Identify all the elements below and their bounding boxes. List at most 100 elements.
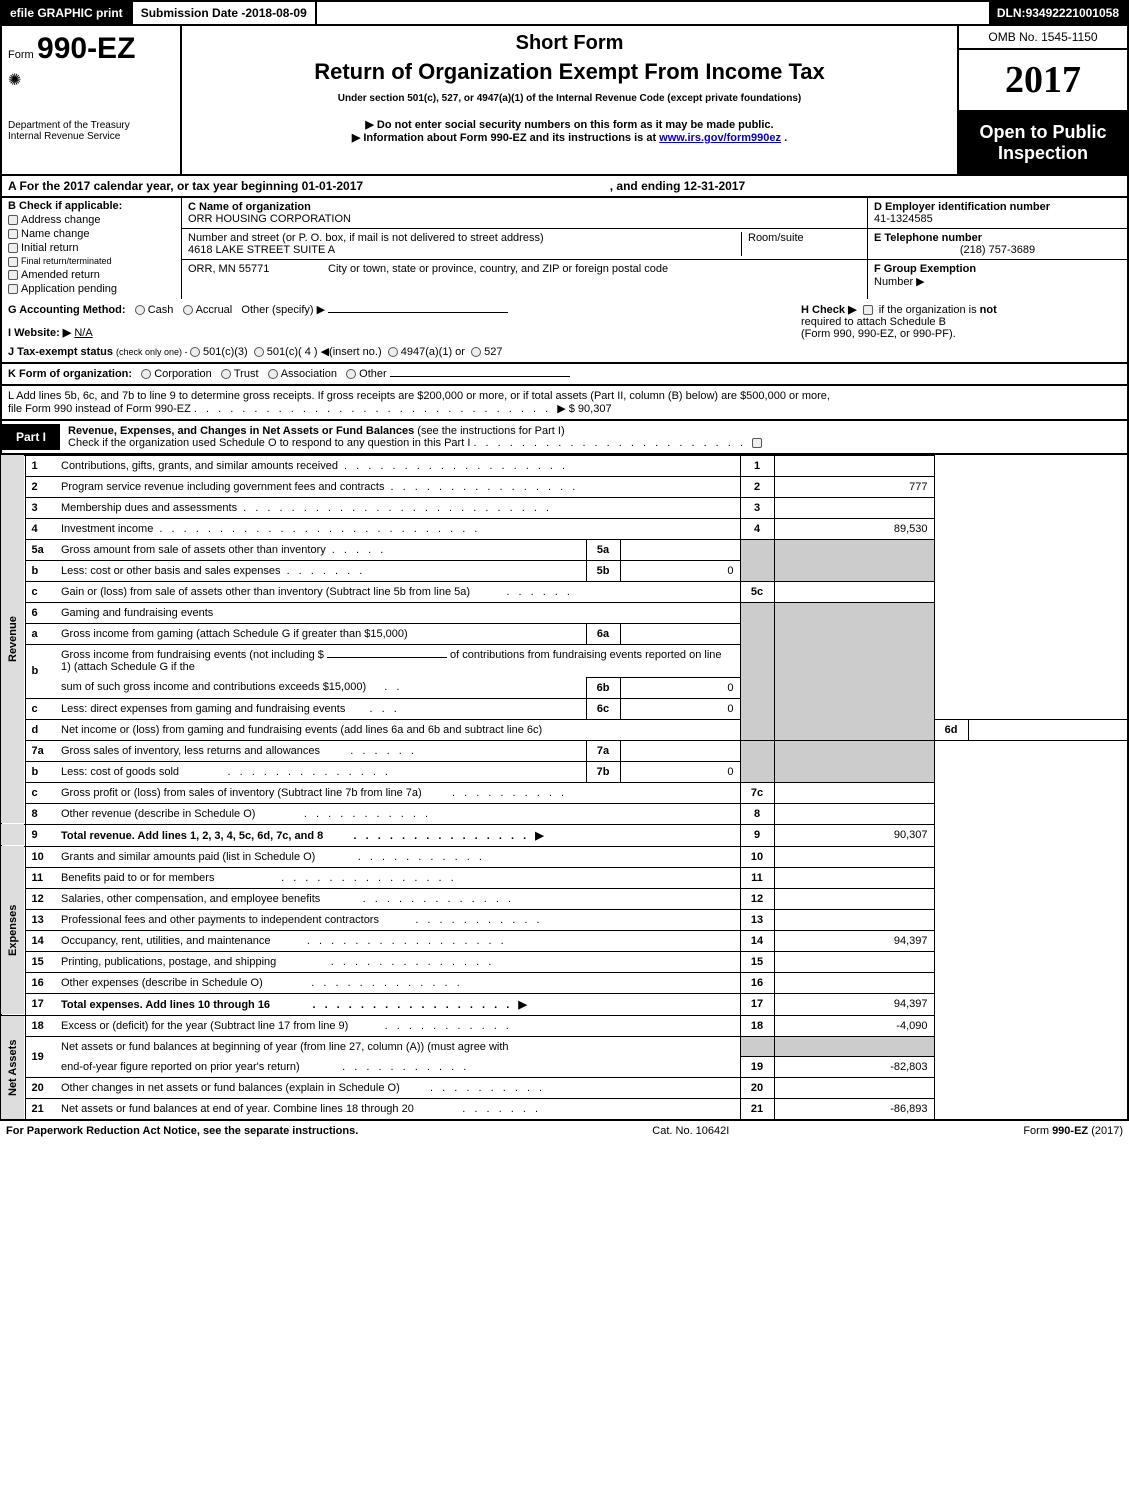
line-21: 21 Net assets or fund balances at end of… xyxy=(1,1099,1128,1121)
radio-4947[interactable] xyxy=(388,347,398,357)
k-assoc: Association xyxy=(281,368,337,380)
ln-4-desc: Investment income xyxy=(61,523,153,535)
part1-check-line: Check if the organization used Schedule … xyxy=(68,437,470,449)
ln-7b-sv: 0 xyxy=(620,761,740,782)
open-line1: Open to Public xyxy=(963,122,1123,143)
ln-7c-num: c xyxy=(25,782,55,803)
check-initial-return[interactable]: Initial return xyxy=(8,242,175,254)
box-b: B Check if applicable: Address change Na… xyxy=(2,198,182,299)
form-header: Form 990-EZ ✺ Department of the Treasury… xyxy=(0,26,1129,176)
ln-6d-col: 6d xyxy=(934,719,968,740)
line-9: 9 Total revenue. Add lines 1, 2, 3, 4, 5… xyxy=(1,824,1128,846)
h-text3: (Form 990, 990-EZ, or 990-PF). xyxy=(801,328,956,340)
part1-header: Part I Revenue, Expenses, and Changes in… xyxy=(0,421,1129,455)
ln-9-num: 9 xyxy=(25,824,55,846)
ln-5c-col: 5c xyxy=(740,581,774,602)
check-application-pending-label: Application pending xyxy=(21,283,117,295)
line-a-mid: , and ending xyxy=(610,179,684,193)
ln-10-num: 10 xyxy=(25,846,55,867)
header-left: Form 990-EZ ✺ Department of the Treasury… xyxy=(2,26,182,174)
ln-15-desc: Printing, publications, postage, and shi… xyxy=(61,956,276,968)
check-final-return[interactable]: Final return/terminated xyxy=(8,256,175,267)
ln-7c-col: 7c xyxy=(740,782,774,803)
ln-2-col: 2 xyxy=(740,476,774,497)
ln-6a-num: a xyxy=(25,623,55,644)
ln-6b-input[interactable] xyxy=(327,657,447,658)
radio-501c3[interactable] xyxy=(190,347,200,357)
dln-value: 93492221001058 xyxy=(1026,6,1119,20)
efile-print-button[interactable]: efile GRAPHIC print xyxy=(2,2,133,24)
box-c-label: C Name of organization xyxy=(188,201,311,213)
ln-5a-sv xyxy=(620,539,740,560)
line-7b: b Less: cost of goods sold . . . . . . .… xyxy=(1,761,1128,782)
website-value: N/A xyxy=(74,327,92,339)
h-text2: required to attach Schedule B xyxy=(801,316,946,328)
ln-6c-sub: 6c xyxy=(586,698,620,719)
ln-19-amt: -82,803 xyxy=(774,1057,934,1078)
part1-dots: . . . . . . . . . . . . . . . . . . . . … xyxy=(473,437,752,449)
ln-20-amt xyxy=(774,1078,934,1099)
check-name-change[interactable]: Name change xyxy=(8,228,175,240)
ln-7b-num: b xyxy=(25,761,55,782)
radio-527[interactable] xyxy=(471,347,481,357)
check-address-change[interactable]: Address change xyxy=(8,214,175,226)
check-application-pending[interactable]: Application pending xyxy=(8,283,175,295)
part1-label: Part I xyxy=(2,424,60,450)
ln-13-col: 13 xyxy=(740,909,774,930)
side-revenue: Revenue xyxy=(1,455,25,824)
line-17: 17 Total expenses. Add lines 10 through … xyxy=(1,993,1128,1015)
ln-8-col: 8 xyxy=(740,803,774,824)
ln-10-amt xyxy=(774,846,934,867)
ln-19-desc1: Net assets or fund balances at beginning… xyxy=(61,1041,509,1053)
ln-6a-sv xyxy=(620,623,740,644)
ln-10-desc: Grants and similar amounts paid (list in… xyxy=(61,851,315,863)
omb-number: OMB No. 1545-1150 xyxy=(959,26,1127,50)
street-label: Number and street (or P. O. box, if mail… xyxy=(188,232,544,244)
ln-18-amt: -4,090 xyxy=(774,1015,934,1036)
box-b-label: B Check if applicable: xyxy=(8,200,122,212)
footer-cat: Cat. No. 10642I xyxy=(358,1125,1023,1137)
radio-corp[interactable] xyxy=(141,369,151,379)
ln-19-desc2: end-of-year figure reported on prior yea… xyxy=(61,1061,300,1073)
check-h[interactable] xyxy=(863,305,873,315)
ln-17-col: 17 xyxy=(740,993,774,1015)
g-other-input[interactable] xyxy=(328,312,508,313)
radio-501c[interactable] xyxy=(254,347,264,357)
radio-assoc[interactable] xyxy=(268,369,278,379)
ln-21-amt: -86,893 xyxy=(774,1099,934,1121)
k-label: K Form of organization: xyxy=(8,368,132,380)
part1-title-rest: (see the instructions for Part I) xyxy=(417,425,564,437)
header-center: Short Form Return of Organization Exempt… xyxy=(182,26,957,174)
org-name: ORR HOUSING CORPORATION xyxy=(188,213,351,225)
irs-link[interactable]: www.irs.gov/form990ez xyxy=(659,132,781,144)
note-info-pre: ▶ Information about Form 990-EZ and its … xyxy=(352,132,659,144)
ln-4-num: 4 xyxy=(25,518,55,539)
ln-20-col: 20 xyxy=(740,1078,774,1099)
footer-right-bold: 990-EZ xyxy=(1052,1125,1088,1137)
radio-trust[interactable] xyxy=(221,369,231,379)
ln-11-col: 11 xyxy=(740,867,774,888)
check-amended-return[interactable]: Amended return xyxy=(8,269,175,281)
check-schedule-o[interactable] xyxy=(752,438,762,448)
radio-cash[interactable] xyxy=(135,305,145,315)
radio-other[interactable] xyxy=(346,369,356,379)
line-12: 12 Salaries, other compensation, and emp… xyxy=(1,888,1128,909)
ln-19-num: 19 xyxy=(25,1036,55,1078)
k-other-input[interactable] xyxy=(390,376,570,377)
ln-6b-sub: 6b xyxy=(586,677,620,698)
ln-5b-desc: Less: cost or other basis and sales expe… xyxy=(61,565,281,577)
h-label: H Check ▶ xyxy=(801,304,857,316)
ln-1-amt xyxy=(774,455,934,476)
topbar-spacer xyxy=(317,2,989,24)
ln-21-num: 21 xyxy=(25,1099,55,1121)
ln-7b-sub: 7b xyxy=(586,761,620,782)
line-6b-1: b Gross income from fundraising events (… xyxy=(1,644,1128,677)
j-501c3: 501(c)(3) xyxy=(203,346,248,358)
ln-21-desc: Net assets or fund balances at end of ye… xyxy=(61,1103,414,1115)
line-18: Net Assets 18 Excess or (deficit) for th… xyxy=(1,1015,1128,1036)
k-trust: Trust xyxy=(234,368,259,380)
line-3: 3 Membership dues and assessments . . . … xyxy=(1,497,1128,518)
ln-14-col: 14 xyxy=(740,930,774,951)
radio-accrual[interactable] xyxy=(183,305,193,315)
k-corp: Corporation xyxy=(154,368,211,380)
